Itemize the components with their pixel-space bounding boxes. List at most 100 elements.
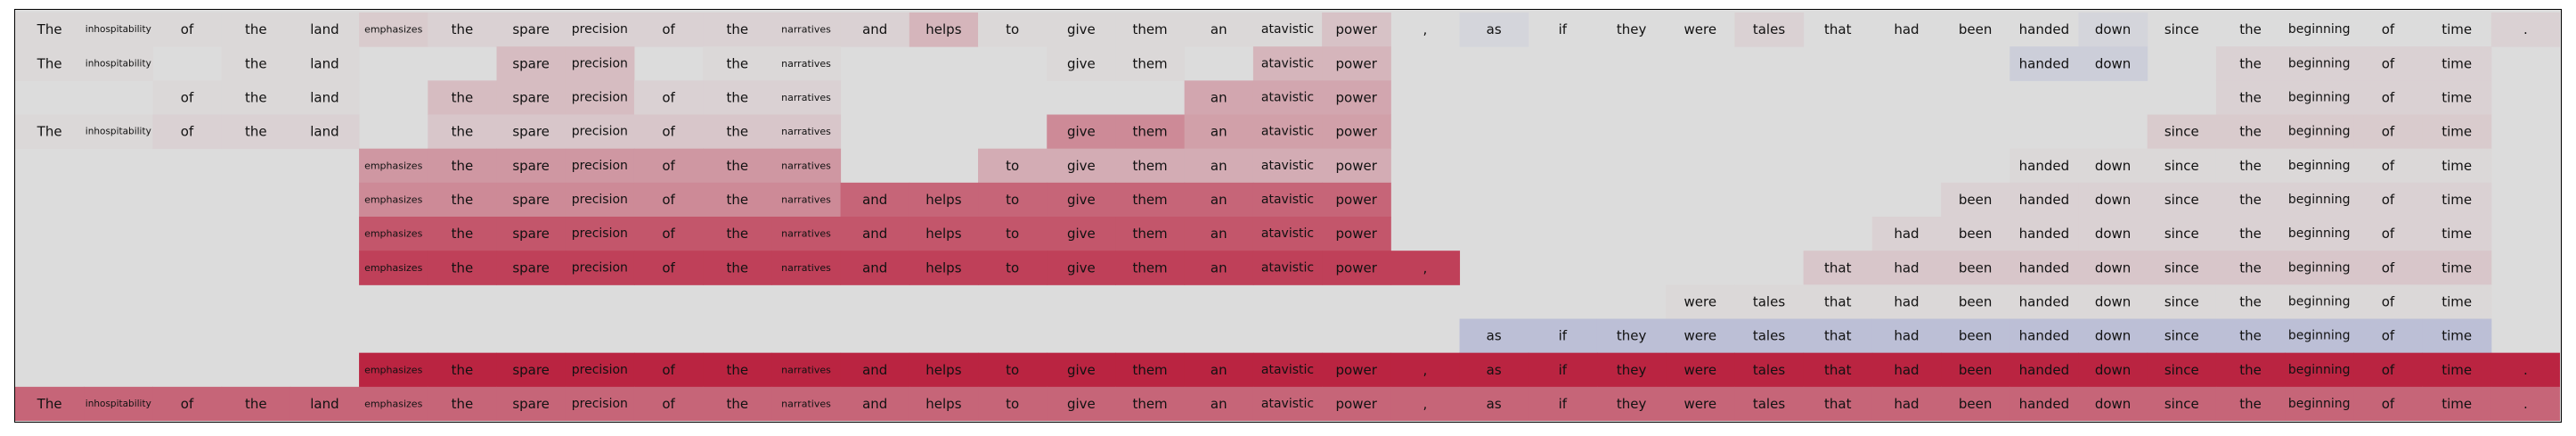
token-label: down xyxy=(2095,226,2131,242)
heatmap-cell xyxy=(2422,284,2492,319)
heatmap-cell xyxy=(15,12,85,47)
heatmap-cell xyxy=(84,46,153,81)
heatmap-cell xyxy=(1252,182,1323,218)
token-label: time xyxy=(2441,192,2472,208)
token-label: them xyxy=(1132,21,1167,37)
token-label: narratives xyxy=(781,228,831,240)
heatmap-cell xyxy=(1459,12,1529,47)
heatmap-cell xyxy=(1734,352,1805,388)
token-heatmap: The inhospitability of the land emphasizes the… xyxy=(15,12,2560,421)
token-label: spare xyxy=(512,226,550,242)
token-label: if xyxy=(1559,21,1568,37)
heatmap-cell xyxy=(1734,386,1805,421)
token-label: spare xyxy=(512,55,550,71)
token-label: and xyxy=(862,192,887,208)
heatmap-cell xyxy=(152,386,223,421)
heatmap-cell xyxy=(1115,182,1186,218)
heatmap-cell xyxy=(1871,284,1942,319)
token-label: as xyxy=(1487,328,1502,344)
token-label: they xyxy=(1617,328,1647,344)
token-label: spare xyxy=(512,158,550,174)
heatmap-cell xyxy=(15,46,85,81)
token-label: power xyxy=(1336,158,1378,174)
token-label: beginning xyxy=(2288,329,2351,343)
token-label: . xyxy=(2523,396,2528,412)
token-label: beginning xyxy=(2288,397,2351,411)
heatmap-cell xyxy=(1047,386,1116,421)
token-label: since xyxy=(2164,396,2199,412)
heatmap-cell xyxy=(359,148,428,184)
token-label: , xyxy=(1423,21,1428,37)
token-label: an xyxy=(1211,192,1227,208)
heatmap-cell xyxy=(633,217,704,251)
heatmap-cell xyxy=(152,114,223,150)
heatmap-row: emphasizes the spare precision of the narrativ… xyxy=(359,148,2492,184)
token-label: time xyxy=(2441,89,2472,105)
heatmap-cell xyxy=(2422,386,2492,421)
token-label: precision xyxy=(572,260,628,275)
token-label: power xyxy=(1336,55,1378,71)
heatmap-cell xyxy=(1115,352,1186,388)
heatmap-cell xyxy=(1666,386,1735,421)
token-label: beginning xyxy=(2288,226,2351,241)
token-label: down xyxy=(2095,192,2131,208)
token-label: narratives xyxy=(781,24,831,36)
heatmap-cell xyxy=(152,80,223,115)
token-label: spare xyxy=(512,396,550,412)
token-label: the xyxy=(726,21,748,37)
heatmap-cell xyxy=(633,386,704,421)
heatmap-cell xyxy=(1322,114,1391,150)
heatmap-cell xyxy=(840,217,910,251)
heatmap-cell xyxy=(1047,148,1116,184)
token-label: handed xyxy=(2019,328,2069,344)
heatmap-cell xyxy=(2285,251,2354,285)
heatmap-cell xyxy=(2422,318,2492,354)
heatmap-cell xyxy=(703,352,772,388)
token-label: beginning xyxy=(2288,125,2351,139)
heatmap-cell xyxy=(221,46,291,81)
token-label: of xyxy=(662,21,675,37)
heatmap-cell xyxy=(1252,352,1323,388)
token-label: the xyxy=(2239,259,2262,276)
heatmap-cell xyxy=(1047,251,1116,285)
token-label: emphasizes xyxy=(364,24,423,36)
token-label: power xyxy=(1336,192,1378,208)
token-label: atavistic xyxy=(1261,159,1314,173)
heatmap-cell xyxy=(2078,12,2148,47)
heatmap-row: as if they were tales that had been handed down si… xyxy=(1459,318,2492,354)
heatmap-cell xyxy=(2422,114,2492,150)
token-label: the xyxy=(2239,293,2262,309)
heatmap-cell xyxy=(2009,148,2079,184)
heatmap-cell xyxy=(2285,352,2354,388)
heatmap-cell xyxy=(428,114,498,150)
heatmap-cell xyxy=(565,352,635,388)
heatmap-cell xyxy=(1871,251,1942,285)
heatmap-cell xyxy=(1666,352,1735,388)
heatmap-cell xyxy=(978,182,1048,218)
heatmap-cell xyxy=(703,12,772,47)
heatmap-cell xyxy=(1941,182,2010,218)
token-label: beginning xyxy=(2288,294,2351,308)
heatmap-cell xyxy=(633,114,704,150)
token-label: time xyxy=(2441,362,2472,378)
heatmap-cell xyxy=(2009,251,2079,285)
heatmap-row: emphasizes the spare precision of the narrativ… xyxy=(359,352,2560,388)
token-label: precision xyxy=(572,193,628,207)
token-label: handed xyxy=(2019,362,2069,378)
token-label: atavistic xyxy=(1261,226,1314,241)
heatmap-cell xyxy=(2147,318,2217,354)
heatmap-cell xyxy=(2078,148,2148,184)
token-label: land xyxy=(310,396,338,412)
token-label: of xyxy=(662,89,675,105)
token-label: atavistic xyxy=(1261,56,1314,70)
token-label: the xyxy=(452,259,474,276)
token-label: land xyxy=(310,124,338,140)
heatmap-cell xyxy=(1666,318,1735,354)
token-label: emphasizes xyxy=(364,160,423,171)
heatmap-cell xyxy=(703,251,772,285)
heatmap-cell xyxy=(1047,182,1116,218)
token-label: the xyxy=(726,124,748,140)
token-label: were xyxy=(1684,328,1717,344)
token-label: them xyxy=(1132,396,1167,412)
token-label: . xyxy=(2523,362,2528,378)
